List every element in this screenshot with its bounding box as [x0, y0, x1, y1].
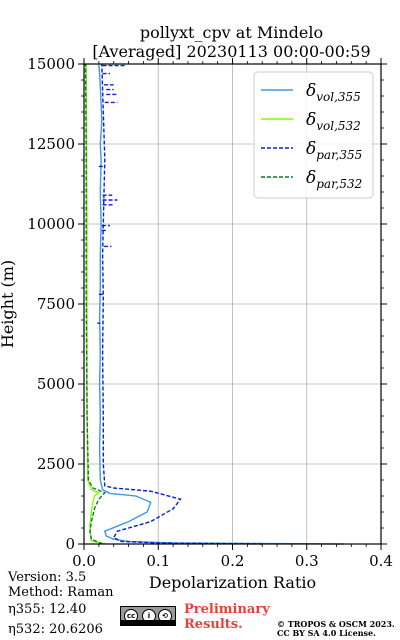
- series-line-1: [98, 63, 344, 545]
- legend-entry-symbol: δ: [306, 110, 316, 130]
- copyright-notice: © TROPOS & OSCM 2023. CC BY SA 4.0 Licen…: [277, 620, 395, 638]
- series-line-3: [101, 63, 263, 545]
- y-tick-label: 7500: [37, 295, 75, 313]
- method-text: Method: Raman: [8, 585, 114, 600]
- y-axis-label: Height (m): [0, 260, 17, 348]
- x-tick-label: 0.0: [72, 552, 96, 570]
- x-tick-label: 0.4: [369, 552, 393, 570]
- legend-entry-symbol: δ: [306, 139, 316, 159]
- series-layer: [84, 63, 344, 545]
- y-tick-label: 10000: [27, 215, 75, 233]
- legend-entry-label: δvol,355: [306, 81, 361, 104]
- y-tick-label: 2500: [37, 455, 75, 473]
- eta532-label: η532:: [8, 622, 45, 637]
- legend-entry-subscript: par,355: [316, 148, 362, 162]
- legend-entry-label: δvol,532: [306, 110, 361, 133]
- preliminary-notice: Preliminary Results.: [184, 602, 270, 632]
- copyright-line1: © TROPOS & OSCM 2023.: [277, 619, 395, 629]
- legend-entry-label: δpar,532: [306, 168, 362, 191]
- version-text: Version: 3.5: [8, 570, 87, 585]
- preliminary-line1: Preliminary: [184, 602, 270, 617]
- eta355-row: η355: 12.40: [8, 602, 86, 617]
- eta355-label: η355:: [8, 602, 45, 617]
- legend-box: [253, 71, 374, 199]
- axes: 0.0 0.1 0.2 0.3 0.4 0 2500 5000 7500 10000 12500 15…: [0, 55, 393, 592]
- y-tick-label: 0: [65, 535, 75, 553]
- x-axis-label: Depolarization Ratio: [149, 573, 316, 592]
- x-tick-label: 0.3: [295, 552, 319, 570]
- copyright-line2: CC BY SA 4.0 License.: [277, 628, 376, 638]
- eta355-value: 12.40: [49, 602, 87, 617]
- chart-title-line1: pollyxt_cpv at Mindelo: [139, 23, 324, 42]
- legend-entry-label: δpar,355: [306, 139, 362, 162]
- eta532-row: η532: 20.6206: [8, 622, 103, 637]
- grid: [83, 63, 382, 545]
- legend-entry-subscript: vol,532: [316, 119, 361, 133]
- series-line-4: [84, 63, 107, 545]
- legend-entry-symbol: δ: [306, 81, 316, 101]
- y-tick-label: 12500: [27, 135, 75, 153]
- cc-license-badge: cc i ⟲: [120, 606, 176, 626]
- legend-entry-symbol: δ: [306, 168, 316, 188]
- preliminary-line2: Results.: [184, 617, 243, 632]
- x-tick-label: 0.1: [146, 552, 170, 570]
- legend-entry-subscript: vol,355: [316, 90, 361, 104]
- x-tick-label: 0.2: [221, 552, 245, 570]
- eta532-value: 20.6206: [49, 622, 103, 637]
- legend-entry-subscript: par,532: [316, 177, 362, 191]
- chart-title-line2: [Averaged] 20230113 00:00-00:59: [92, 42, 371, 61]
- cc-badge-strip: [121, 620, 175, 625]
- y-tick-label: 15000: [27, 55, 75, 73]
- y-tick-label: 5000: [37, 375, 75, 393]
